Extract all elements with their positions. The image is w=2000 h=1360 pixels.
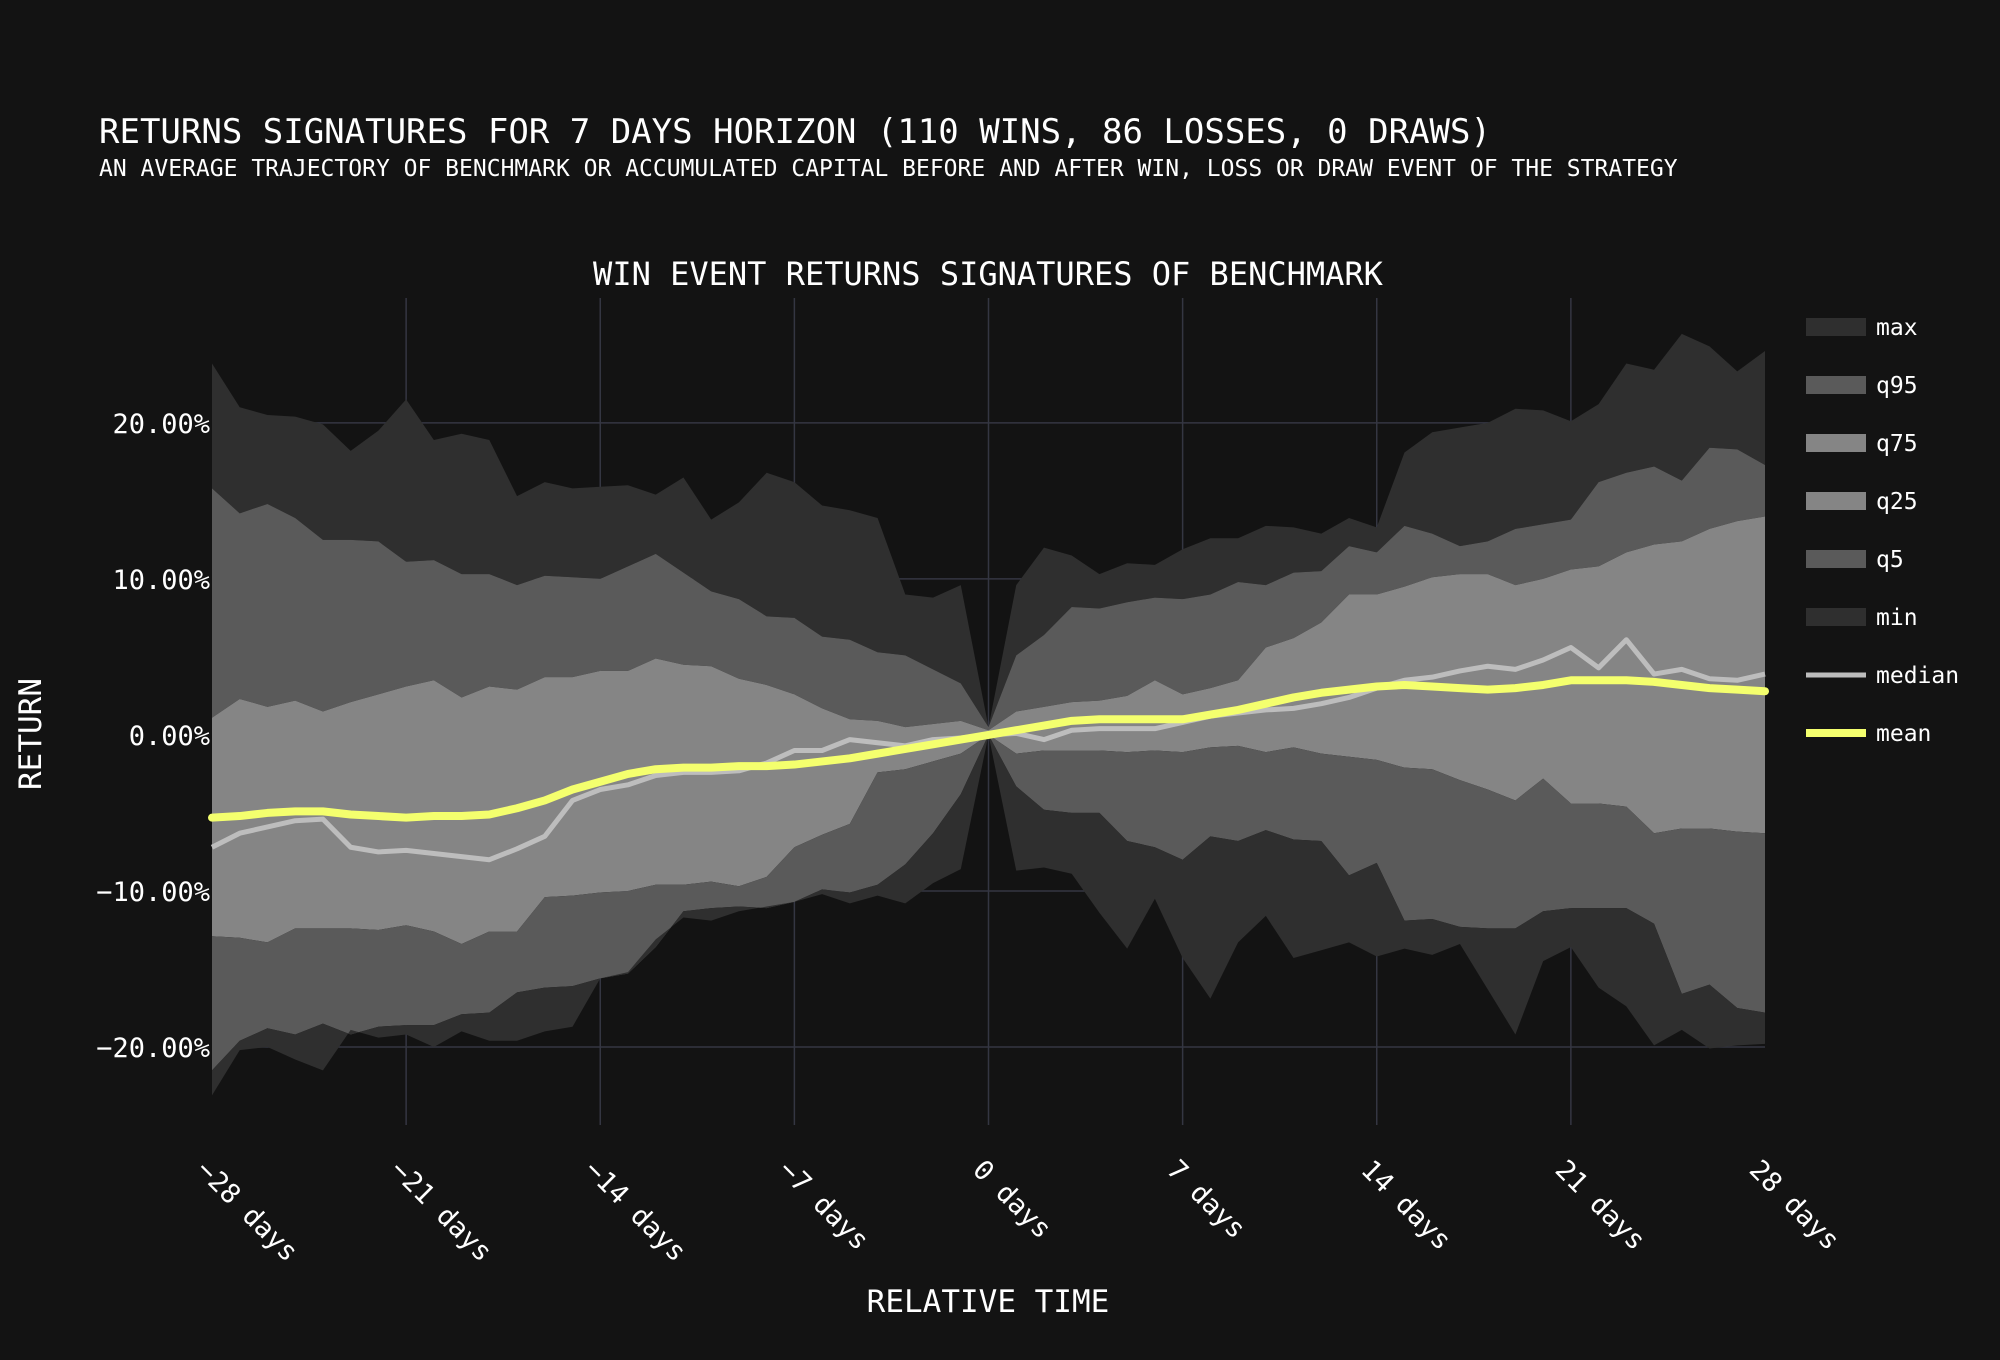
x-axis-label: RELATIVE TIME bbox=[867, 1284, 1110, 1320]
legend-swatch-min bbox=[1806, 608, 1866, 626]
band-q95-q75 bbox=[212, 447, 1765, 731]
legend-label-q25: q25 bbox=[1876, 489, 1918, 515]
x-tick-label: −14 days bbox=[578, 1154, 692, 1268]
legend-swatch-q75 bbox=[1806, 434, 1866, 452]
legend-swatch-q95 bbox=[1806, 376, 1866, 394]
x-tick-label: 21 days bbox=[1549, 1154, 1651, 1256]
x-tick-label: −28 days bbox=[190, 1154, 304, 1268]
y-tick-label: −10.00% bbox=[96, 877, 210, 908]
x-tick-label: −7 days bbox=[772, 1154, 874, 1256]
legend: max q95 q75 q25 q5 min median mean bbox=[1806, 315, 1959, 747]
legend-label-median: median bbox=[1876, 663, 1959, 689]
legend-label-min: min bbox=[1876, 605, 1918, 631]
x-tick-label: −21 days bbox=[384, 1154, 498, 1268]
x-tick-label: 0 days bbox=[966, 1154, 1057, 1245]
legend-label-mean: mean bbox=[1876, 721, 1931, 747]
band-q25-q5 bbox=[212, 734, 1765, 1071]
x-tick-label: 7 days bbox=[1161, 1154, 1252, 1245]
line-layer bbox=[208, 637, 1769, 863]
y-tick-label: −20.00% bbox=[96, 1033, 210, 1064]
band-layer bbox=[212, 333, 1765, 1096]
y-tick-label: 0.00% bbox=[129, 721, 210, 752]
band-q75-q25 bbox=[212, 516, 1765, 944]
legend-label-q5: q5 bbox=[1876, 547, 1904, 573]
x-tick-label: 14 days bbox=[1355, 1154, 1457, 1256]
page-title: RETURNS SIGNATURES FOR 7 DAYS HORIZON (1… bbox=[99, 112, 1491, 152]
page-subtitle: AN AVERAGE TRAJECTORY OF BENCHMARK OR AC… bbox=[99, 156, 1678, 182]
chart-title: WIN EVENT RETURNS SIGNATURES OF BENCHMAR… bbox=[593, 255, 1384, 293]
y-axis-label: RETURN bbox=[13, 678, 49, 790]
legend-label-max: max bbox=[1876, 315, 1918, 341]
legend-swatch-max bbox=[1806, 318, 1866, 336]
band-max-q95 bbox=[212, 333, 1765, 728]
legend-swatch-q25 bbox=[1806, 492, 1866, 510]
y-tick-label: 20.00% bbox=[112, 409, 210, 440]
legend-swatch-q5 bbox=[1806, 550, 1866, 568]
x-tick-label: 28 days bbox=[1743, 1154, 1845, 1256]
y-tick-label: 10.00% bbox=[112, 565, 210, 596]
mean-line bbox=[208, 676, 1769, 822]
legend-label-q75: q75 bbox=[1876, 431, 1918, 457]
legend-label-q95: q95 bbox=[1876, 373, 1918, 399]
